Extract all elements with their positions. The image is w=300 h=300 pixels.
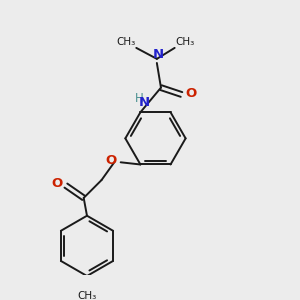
Text: N: N xyxy=(139,96,150,109)
Text: O: O xyxy=(51,177,62,190)
Text: CH₃: CH₃ xyxy=(175,37,194,46)
Text: O: O xyxy=(106,154,117,167)
Text: O: O xyxy=(186,87,197,101)
Text: N: N xyxy=(153,48,164,61)
Text: CH₃: CH₃ xyxy=(116,37,136,46)
Text: CH₃: CH₃ xyxy=(77,291,97,300)
Text: H: H xyxy=(135,92,144,105)
